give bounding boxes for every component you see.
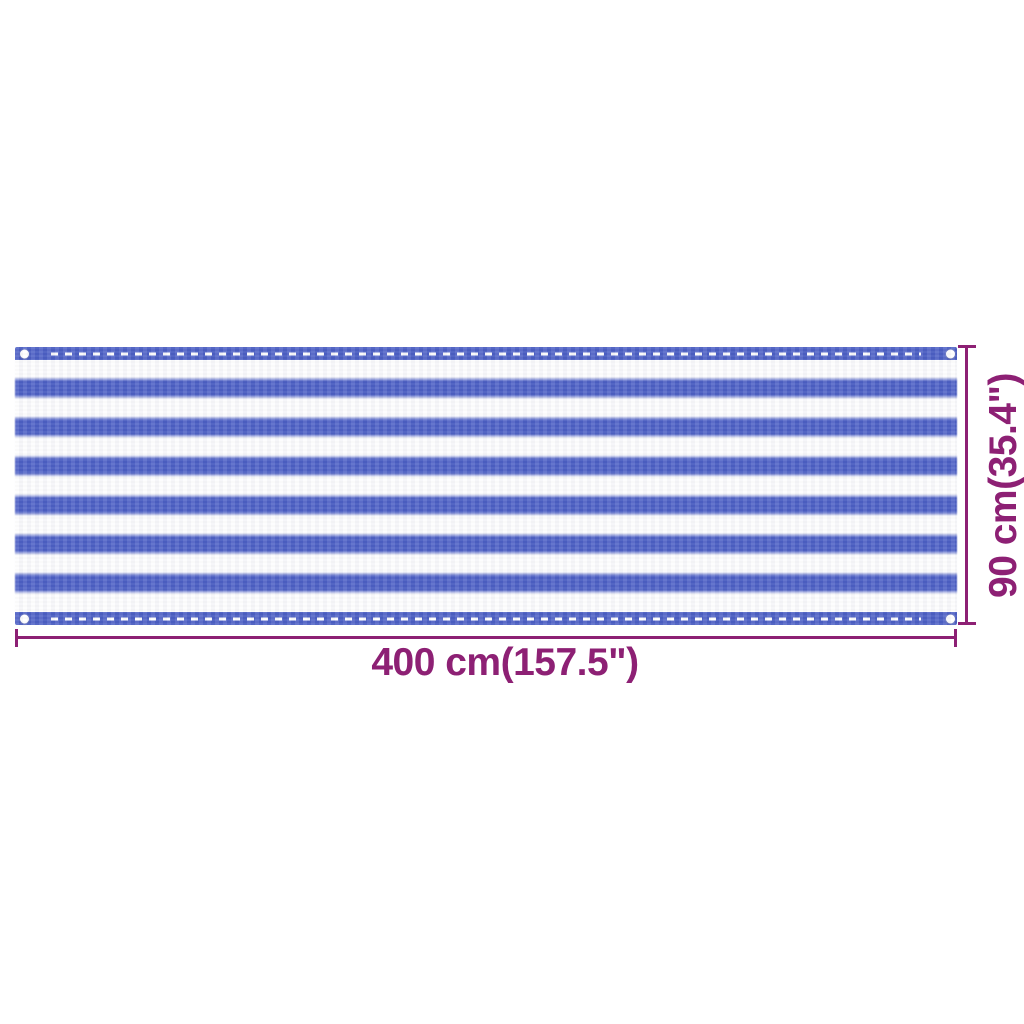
grommet xyxy=(20,614,29,623)
stitch-line xyxy=(51,617,921,620)
stripe-pattern xyxy=(15,360,957,611)
width-dimension-label: 400 cm(157.5") xyxy=(371,641,639,684)
grommet xyxy=(946,614,955,623)
bottom-hem-band xyxy=(15,612,957,625)
grommet xyxy=(946,349,955,358)
top-hem-band xyxy=(15,347,957,360)
height-dimension-line xyxy=(958,345,976,625)
width-dimension-line-bar xyxy=(18,636,954,639)
width-dimension-line xyxy=(15,629,957,647)
height-dimension-line-bar xyxy=(965,348,968,622)
balcony-screen xyxy=(15,347,957,625)
stitch-line xyxy=(51,352,921,355)
height-dimension-label: 90 cm(35.4") xyxy=(982,373,1024,599)
grommet xyxy=(20,349,29,358)
